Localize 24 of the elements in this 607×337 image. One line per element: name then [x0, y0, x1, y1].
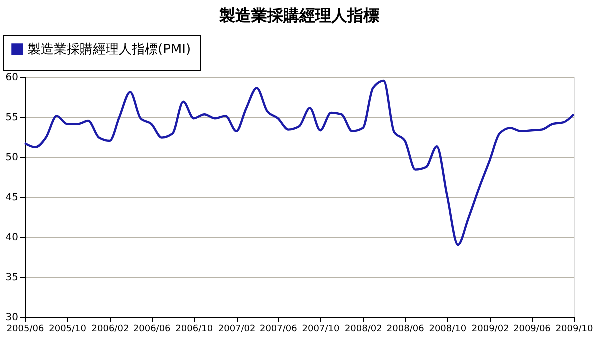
chart-title: 製造業採購經理人指標: [218, 6, 380, 25]
x-tick-label: 2006/10: [176, 324, 214, 334]
y-tick-label: 40: [6, 232, 18, 244]
x-tick-label: 2007/10: [302, 324, 340, 334]
y-tick-label: 55: [6, 112, 18, 124]
y-tick-label: 50: [6, 152, 18, 164]
x-tick-label: 2008/06: [386, 324, 425, 334]
x-tick-label: 2005/10: [49, 324, 87, 334]
y-tick-label: 35: [6, 272, 18, 284]
x-tick-label: 2008/02: [344, 324, 382, 334]
x-tick-label: 2006/02: [92, 324, 130, 334]
y-tick-label: 45: [6, 192, 18, 204]
legend-label: 製造業採購經理人指標(PMI): [28, 42, 192, 58]
x-tick-label: 2009/06: [513, 324, 552, 334]
x-tick-label: 2008/10: [429, 324, 467, 334]
y-tick-label: 30: [6, 312, 18, 324]
x-tick-label: 2009/10: [556, 324, 594, 334]
y-tick-label: 60: [6, 72, 18, 84]
x-tick-label: 2005/06: [6, 324, 44, 334]
x-tick-label: 2007/02: [218, 324, 256, 334]
x-tick-label: 2009/02: [472, 324, 510, 334]
x-tick-label: 2007/06: [260, 324, 298, 334]
x-tick-label: 2006/06: [133, 324, 172, 334]
line-series: [24, 80, 576, 246]
